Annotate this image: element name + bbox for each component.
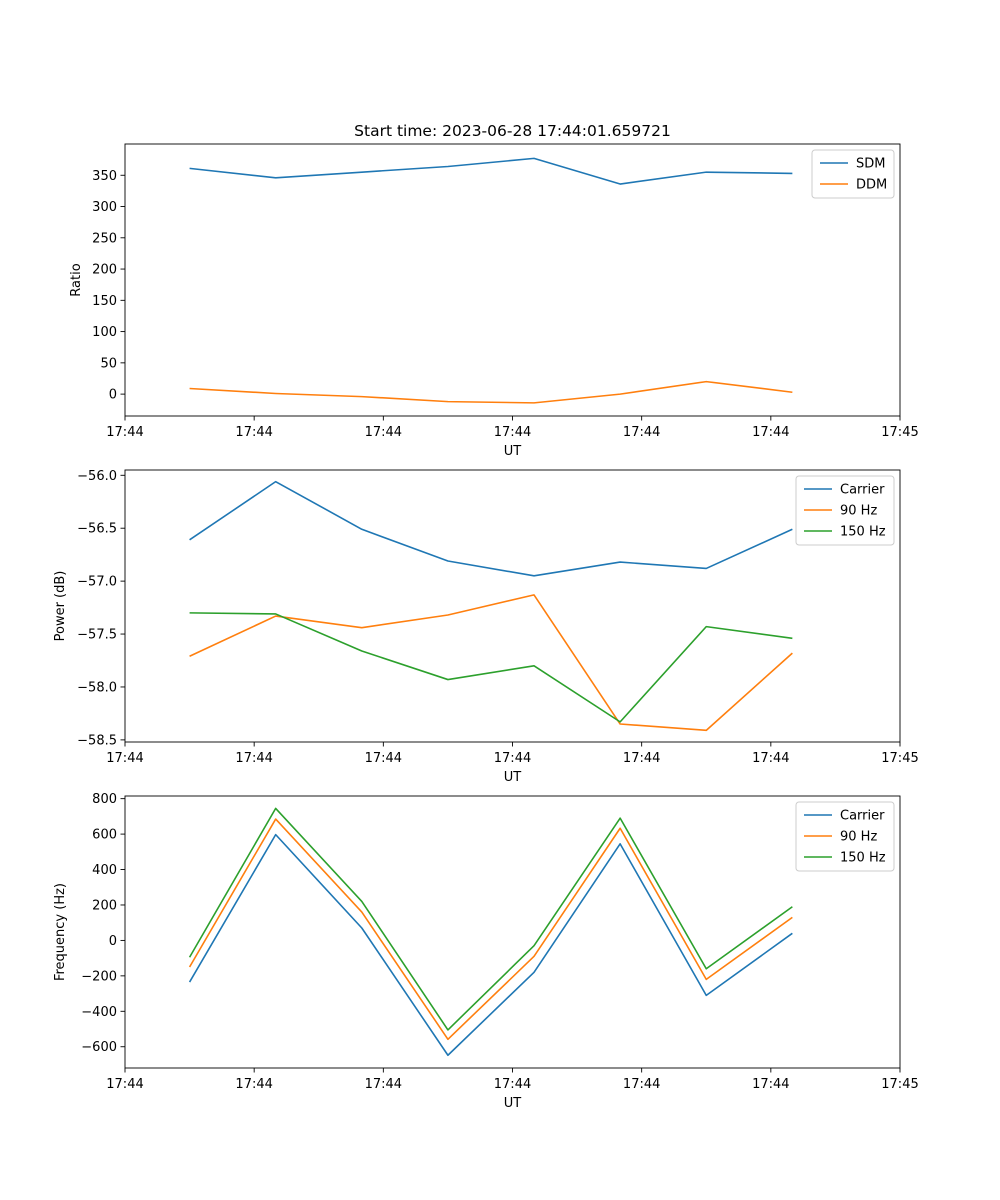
series-line-90-hz <box>189 594 793 732</box>
y-axis-label: Ratio <box>69 263 84 296</box>
y-tick-label: −58.0 <box>77 680 117 695</box>
legend-box <box>795 801 895 872</box>
series-line-carrier <box>188 833 793 1057</box>
y-tick-label: −57.0 <box>77 575 117 590</box>
x-tick-label: 17:44 <box>235 1077 272 1092</box>
x-tick-label: 17:45 <box>881 751 918 766</box>
y-tick-label: −400 <box>81 1005 117 1020</box>
series-line-150-hz <box>188 807 793 1031</box>
subplot-1: 17:44 17:44 17:44 17:44 17:44 17:44 17:45 0 50 10… <box>69 122 919 459</box>
x-tick-label: 17:44 <box>106 1077 143 1092</box>
x-tick-label: 17:45 <box>881 425 918 440</box>
y-tick-label: 0 <box>109 934 117 949</box>
y-tick-label: −600 <box>81 1040 117 1055</box>
y-tick-label: 50 <box>100 356 117 371</box>
legend: SDM DDM <box>811 149 895 199</box>
x-axis-label: UT <box>504 770 522 785</box>
x-tick-label: 17:45 <box>881 1077 918 1092</box>
x-tick-label: 17:44 <box>623 1077 660 1092</box>
legend-label: 150 Hz <box>840 851 886 866</box>
x-tick-label: 17:44 <box>106 425 143 440</box>
y-tick-label: 800 <box>92 792 117 807</box>
legend-box <box>811 149 895 199</box>
x-axis-label: UT <box>504 1096 522 1111</box>
x-tick-label: 17:44 <box>494 751 531 766</box>
x-tick-label: 17:44 <box>106 751 143 766</box>
legend-label: DDM <box>856 178 887 193</box>
legend-label: 150 Hz <box>840 525 886 540</box>
y-tick-label: 0 <box>109 388 117 403</box>
chart-title: Start time: 2023-06-28 17:44:01.659721 <box>354 122 671 140</box>
legend-label: 90 Hz <box>840 830 877 845</box>
legend-label: Carrier <box>840 809 885 824</box>
y-tick-label: 400 <box>92 863 117 878</box>
x-tick-label: 17:44 <box>365 1077 402 1092</box>
y-axis-label: Frequency (Hz) <box>53 883 68 981</box>
legend-label: 90 Hz <box>840 504 877 519</box>
legend: Carrier 90 Hz 150 Hz <box>795 475 895 546</box>
x-tick-label: 17:44 <box>752 751 789 766</box>
y-tick-label: 100 <box>92 325 117 340</box>
legend-box <box>795 475 895 546</box>
y-tick-label: 200 <box>92 263 117 278</box>
x-tick-label: 17:44 <box>365 751 402 766</box>
y-tick-label: −56.5 <box>77 522 117 537</box>
legend-label: SDM <box>856 157 885 172</box>
series-line-carrier <box>189 480 793 577</box>
y-tick-label: 600 <box>92 828 117 843</box>
subplot-3: 17:44 17:44 17:44 17:44 17:44 17:44 17:45 −600 −… <box>53 792 919 1111</box>
series-line-150-hz <box>189 612 793 723</box>
subplot-2: 17:44 17:44 17:44 17:44 17:44 17:44 17:45 −58.5… <box>53 469 919 785</box>
y-tick-label: 250 <box>92 231 117 246</box>
x-tick-label: 17:44 <box>494 425 531 440</box>
x-tick-label: 17:44 <box>235 425 272 440</box>
y-tick-label: −57.5 <box>77 628 117 643</box>
series-line-90-hz <box>188 818 793 1041</box>
y-tick-label: −200 <box>81 969 117 984</box>
x-tick-label: 17:44 <box>623 425 660 440</box>
y-axis-label: Power (dB) <box>53 571 68 642</box>
y-tick-label: 300 <box>92 200 117 215</box>
series-line-ddm <box>189 380 793 404</box>
legend: Carrier 90 Hz 150 Hz <box>795 801 895 872</box>
x-tick-label: 17:44 <box>494 1077 531 1092</box>
subplots: 17:44 17:44 17:44 17:44 17:44 17:44 17:45 0 50 10… <box>53 122 919 1111</box>
x-tick-label: 17:44 <box>623 751 660 766</box>
legend-label: Carrier <box>840 483 885 498</box>
y-tick-label: −56.0 <box>77 469 117 484</box>
y-tick-label: 350 <box>92 169 117 184</box>
y-tick-label: −58.5 <box>77 733 117 748</box>
x-tick-label: 17:44 <box>752 425 789 440</box>
x-tick-label: 17:44 <box>365 425 402 440</box>
y-tick-label: 200 <box>92 898 117 913</box>
x-axis-label: UT <box>504 444 522 459</box>
x-tick-label: 17:44 <box>752 1077 789 1092</box>
y-tick-label: 150 <box>92 294 117 309</box>
series-line-sdm <box>189 157 793 185</box>
x-tick-label: 17:44 <box>235 751 272 766</box>
